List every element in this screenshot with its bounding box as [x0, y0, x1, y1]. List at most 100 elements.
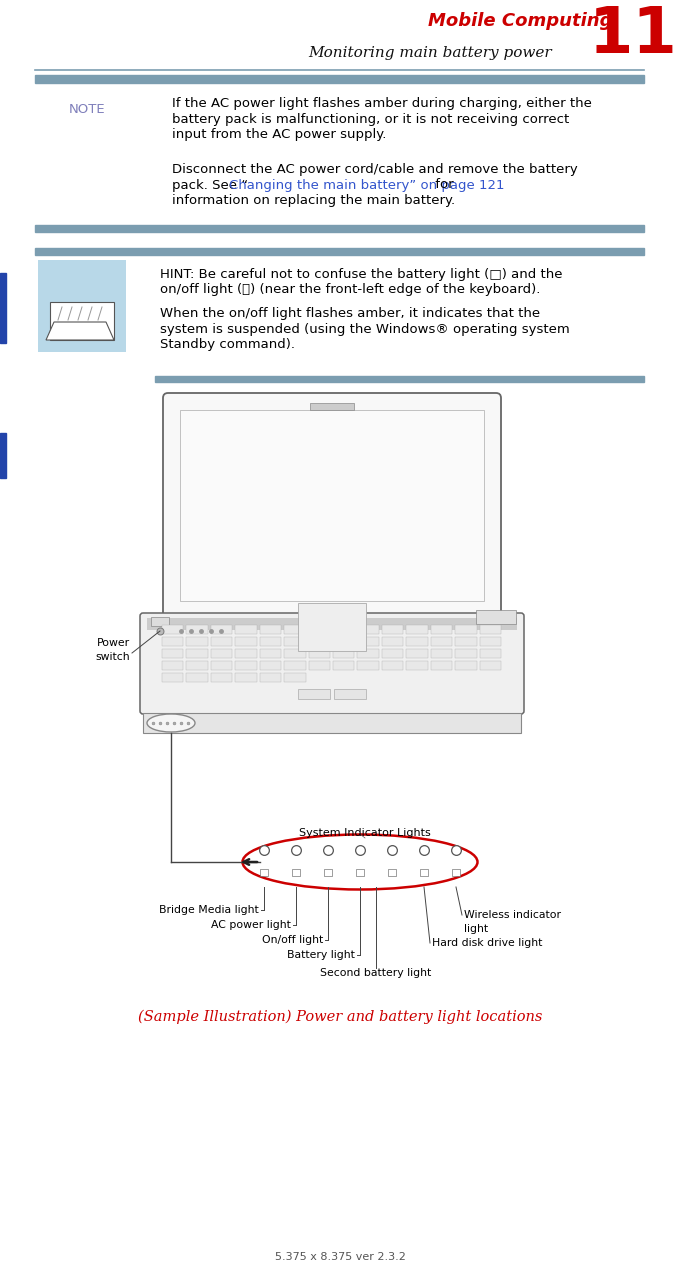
- Bar: [0, 273, 6, 343]
- Bar: [430, 649, 452, 658]
- Ellipse shape: [242, 835, 477, 890]
- Bar: [211, 674, 232, 683]
- Bar: [236, 649, 257, 658]
- Bar: [50, 302, 114, 341]
- Bar: [333, 637, 354, 646]
- Bar: [259, 637, 281, 646]
- FancyBboxPatch shape: [163, 393, 501, 618]
- Bar: [310, 403, 354, 411]
- Text: information on replacing the main battery.: information on replacing the main batter…: [172, 194, 455, 207]
- Text: Wireless indicator: Wireless indicator: [464, 910, 561, 920]
- Bar: [298, 602, 366, 651]
- Text: system is suspended (using the Windows® operating system: system is suspended (using the Windows® …: [160, 323, 570, 336]
- Ellipse shape: [147, 714, 195, 732]
- Bar: [38, 261, 126, 352]
- Text: switch: switch: [95, 652, 130, 662]
- Text: AC power light: AC power light: [211, 920, 291, 930]
- Bar: [155, 376, 644, 383]
- Text: on/off light (⏻) (near the front-left edge of the keyboard).: on/off light (⏻) (near the front-left ed…: [160, 283, 540, 296]
- Text: System Indicator Lights: System Indicator Lights: [299, 827, 431, 838]
- Bar: [147, 618, 517, 630]
- Bar: [298, 689, 330, 699]
- Bar: [0, 433, 6, 478]
- Bar: [284, 637, 306, 646]
- Bar: [479, 625, 501, 634]
- Bar: [479, 637, 501, 646]
- Text: 5.375 x 8.375 ver 2.3.2: 5.375 x 8.375 ver 2.3.2: [274, 1252, 405, 1262]
- Bar: [259, 649, 281, 658]
- Bar: [292, 869, 300, 876]
- Bar: [455, 661, 477, 670]
- Bar: [284, 649, 306, 658]
- Bar: [455, 649, 477, 658]
- Polygon shape: [46, 322, 114, 341]
- Bar: [430, 625, 452, 634]
- Text: input from the AC power supply.: input from the AC power supply.: [172, 128, 386, 141]
- Bar: [334, 689, 366, 699]
- Bar: [357, 661, 379, 670]
- Bar: [260, 869, 268, 876]
- Bar: [259, 674, 281, 683]
- Bar: [388, 869, 396, 876]
- Bar: [211, 637, 232, 646]
- Text: Bridge Media light: Bridge Media light: [160, 905, 259, 915]
- Bar: [236, 637, 257, 646]
- Bar: [333, 661, 354, 670]
- Bar: [356, 869, 364, 876]
- Text: (Sample Illustration) Power and battery light locations: (Sample Illustration) Power and battery …: [138, 1010, 543, 1024]
- Bar: [162, 674, 183, 683]
- Bar: [406, 625, 428, 634]
- Bar: [333, 649, 354, 658]
- Text: light: light: [464, 924, 488, 934]
- Text: Standby command).: Standby command).: [160, 338, 295, 351]
- Bar: [236, 625, 257, 634]
- Bar: [308, 625, 330, 634]
- Bar: [430, 661, 452, 670]
- Text: Mobile Computing: Mobile Computing: [428, 11, 612, 31]
- Bar: [308, 637, 330, 646]
- Text: HINT: Be careful not to confuse the battery light (□) and the: HINT: Be careful not to confuse the batt…: [160, 268, 562, 281]
- Bar: [406, 637, 428, 646]
- Bar: [162, 637, 183, 646]
- Bar: [187, 649, 208, 658]
- Bar: [479, 649, 501, 658]
- Bar: [187, 637, 208, 646]
- Text: Hard disk drive light: Hard disk drive light: [432, 938, 543, 948]
- Bar: [324, 869, 332, 876]
- Text: battery pack is malfunctioning, or it is not receiving correct: battery pack is malfunctioning, or it is…: [172, 113, 569, 126]
- Bar: [162, 649, 183, 658]
- Bar: [259, 661, 281, 670]
- Bar: [357, 637, 379, 646]
- Bar: [479, 661, 501, 670]
- Bar: [406, 661, 428, 670]
- Text: 115: 115: [589, 4, 679, 66]
- Bar: [382, 661, 403, 670]
- Text: Changing the main battery” on page 121: Changing the main battery” on page 121: [229, 178, 504, 192]
- Bar: [162, 661, 183, 670]
- Bar: [259, 625, 281, 634]
- Bar: [236, 674, 257, 683]
- Text: for: for: [431, 178, 454, 192]
- Text: pack. See “: pack. See “: [172, 178, 248, 192]
- Bar: [162, 625, 183, 634]
- Bar: [357, 649, 379, 658]
- Bar: [211, 661, 232, 670]
- Bar: [151, 616, 169, 627]
- Bar: [308, 649, 330, 658]
- Bar: [236, 661, 257, 670]
- Text: Power: Power: [97, 638, 130, 648]
- Bar: [35, 225, 644, 233]
- Bar: [284, 674, 306, 683]
- Text: NOTE: NOTE: [69, 103, 105, 116]
- Bar: [211, 649, 232, 658]
- Bar: [382, 625, 403, 634]
- Bar: [420, 869, 428, 876]
- Bar: [357, 625, 379, 634]
- Bar: [455, 625, 477, 634]
- Bar: [187, 625, 208, 634]
- Bar: [143, 713, 521, 733]
- Bar: [455, 637, 477, 646]
- Bar: [333, 625, 354, 634]
- Bar: [406, 649, 428, 658]
- Text: When the on/off light flashes amber, it indicates that the: When the on/off light flashes amber, it …: [160, 308, 540, 320]
